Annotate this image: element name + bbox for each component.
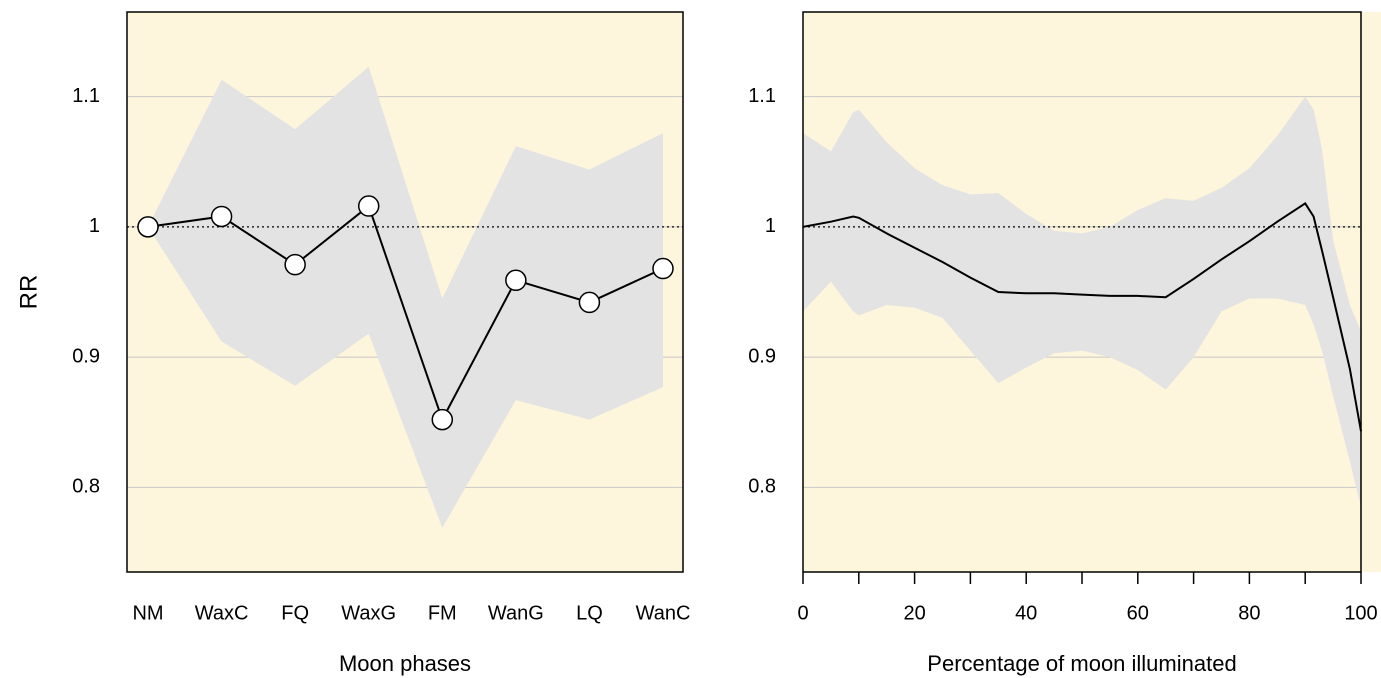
x-axis-label: Percentage of moon illuminated <box>927 651 1236 676</box>
x-tick-label: 40 <box>1015 602 1037 624</box>
x-tick-label: 0 <box>797 602 808 624</box>
y-tick-label: 0.9 <box>72 345 100 367</box>
y-tick-label: 1.1 <box>748 85 776 107</box>
point <box>137 216 159 238</box>
point <box>505 269 527 292</box>
x-tick-label: FQ <box>281 602 309 624</box>
x-tick-label: LQ <box>576 602 603 624</box>
confidence-band <box>803 96 1361 507</box>
point <box>284 253 306 276</box>
x-axis-label: Moon phases <box>339 651 471 676</box>
y-tick-label: 1 <box>765 215 776 237</box>
x-tick-label: 20 <box>903 602 925 624</box>
point <box>652 257 674 280</box>
y-tick-label: 0.8 <box>748 476 776 498</box>
y-tick-label: 0.8 <box>72 476 100 498</box>
plot-frame <box>802 11 1362 573</box>
x-tick-label: 100 <box>1344 602 1377 624</box>
y-tick-label: 1 <box>89 215 100 237</box>
x-tick-label: WaxG <box>341 602 396 624</box>
x-tick-label: NM <box>132 602 163 624</box>
confidence-band <box>148 66 663 528</box>
x-tick-label: WanG <box>488 602 544 624</box>
x-tick-label: 80 <box>1238 602 1260 624</box>
point <box>578 291 601 314</box>
x-tick-label: WanC <box>636 602 691 624</box>
point <box>357 195 380 217</box>
y-axis-label: RR <box>15 275 42 310</box>
y-tick-label: 1.1 <box>72 85 100 107</box>
estimate-line <box>802 202 1362 432</box>
y-tick-label: 0.9 <box>748 345 776 367</box>
estimate-line <box>147 204 664 423</box>
plot-frame <box>126 11 684 573</box>
point <box>210 205 233 228</box>
point <box>431 408 454 431</box>
x-tick-label: FM <box>428 602 457 624</box>
x-tick-label: 60 <box>1127 602 1149 624</box>
x-tick-label: WaxC <box>195 602 249 624</box>
